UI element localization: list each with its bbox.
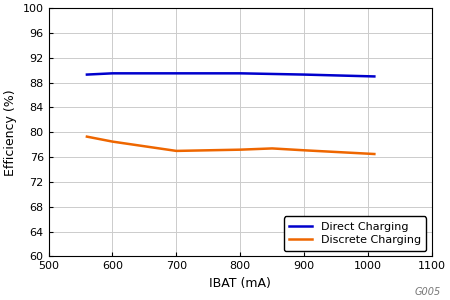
- Direct Charging: [84, 73, 90, 76]
- Discrete Charging: [110, 140, 115, 143]
- X-axis label: IBAT (mA): IBAT (mA): [209, 277, 271, 290]
- Line: Direct Charging: Direct Charging: [87, 73, 374, 76]
- Direct Charging: [372, 75, 377, 78]
- Discrete Charging: [270, 147, 275, 150]
- Discrete Charging: [372, 152, 377, 156]
- Direct Charging: [238, 71, 243, 75]
- Discrete Charging: [84, 135, 90, 138]
- Direct Charging: [270, 72, 275, 76]
- Discrete Charging: [238, 148, 243, 152]
- Y-axis label: Efficiency (%): Efficiency (%): [4, 89, 17, 176]
- Direct Charging: [174, 71, 179, 75]
- Direct Charging: [302, 73, 307, 76]
- Discrete Charging: [302, 148, 307, 152]
- Line: Discrete Charging: Discrete Charging: [87, 136, 374, 154]
- Legend: Direct Charging, Discrete Charging: Direct Charging, Discrete Charging: [284, 216, 426, 251]
- Direct Charging: [110, 71, 115, 75]
- Discrete Charging: [174, 149, 179, 153]
- Text: G005: G005: [415, 287, 441, 297]
